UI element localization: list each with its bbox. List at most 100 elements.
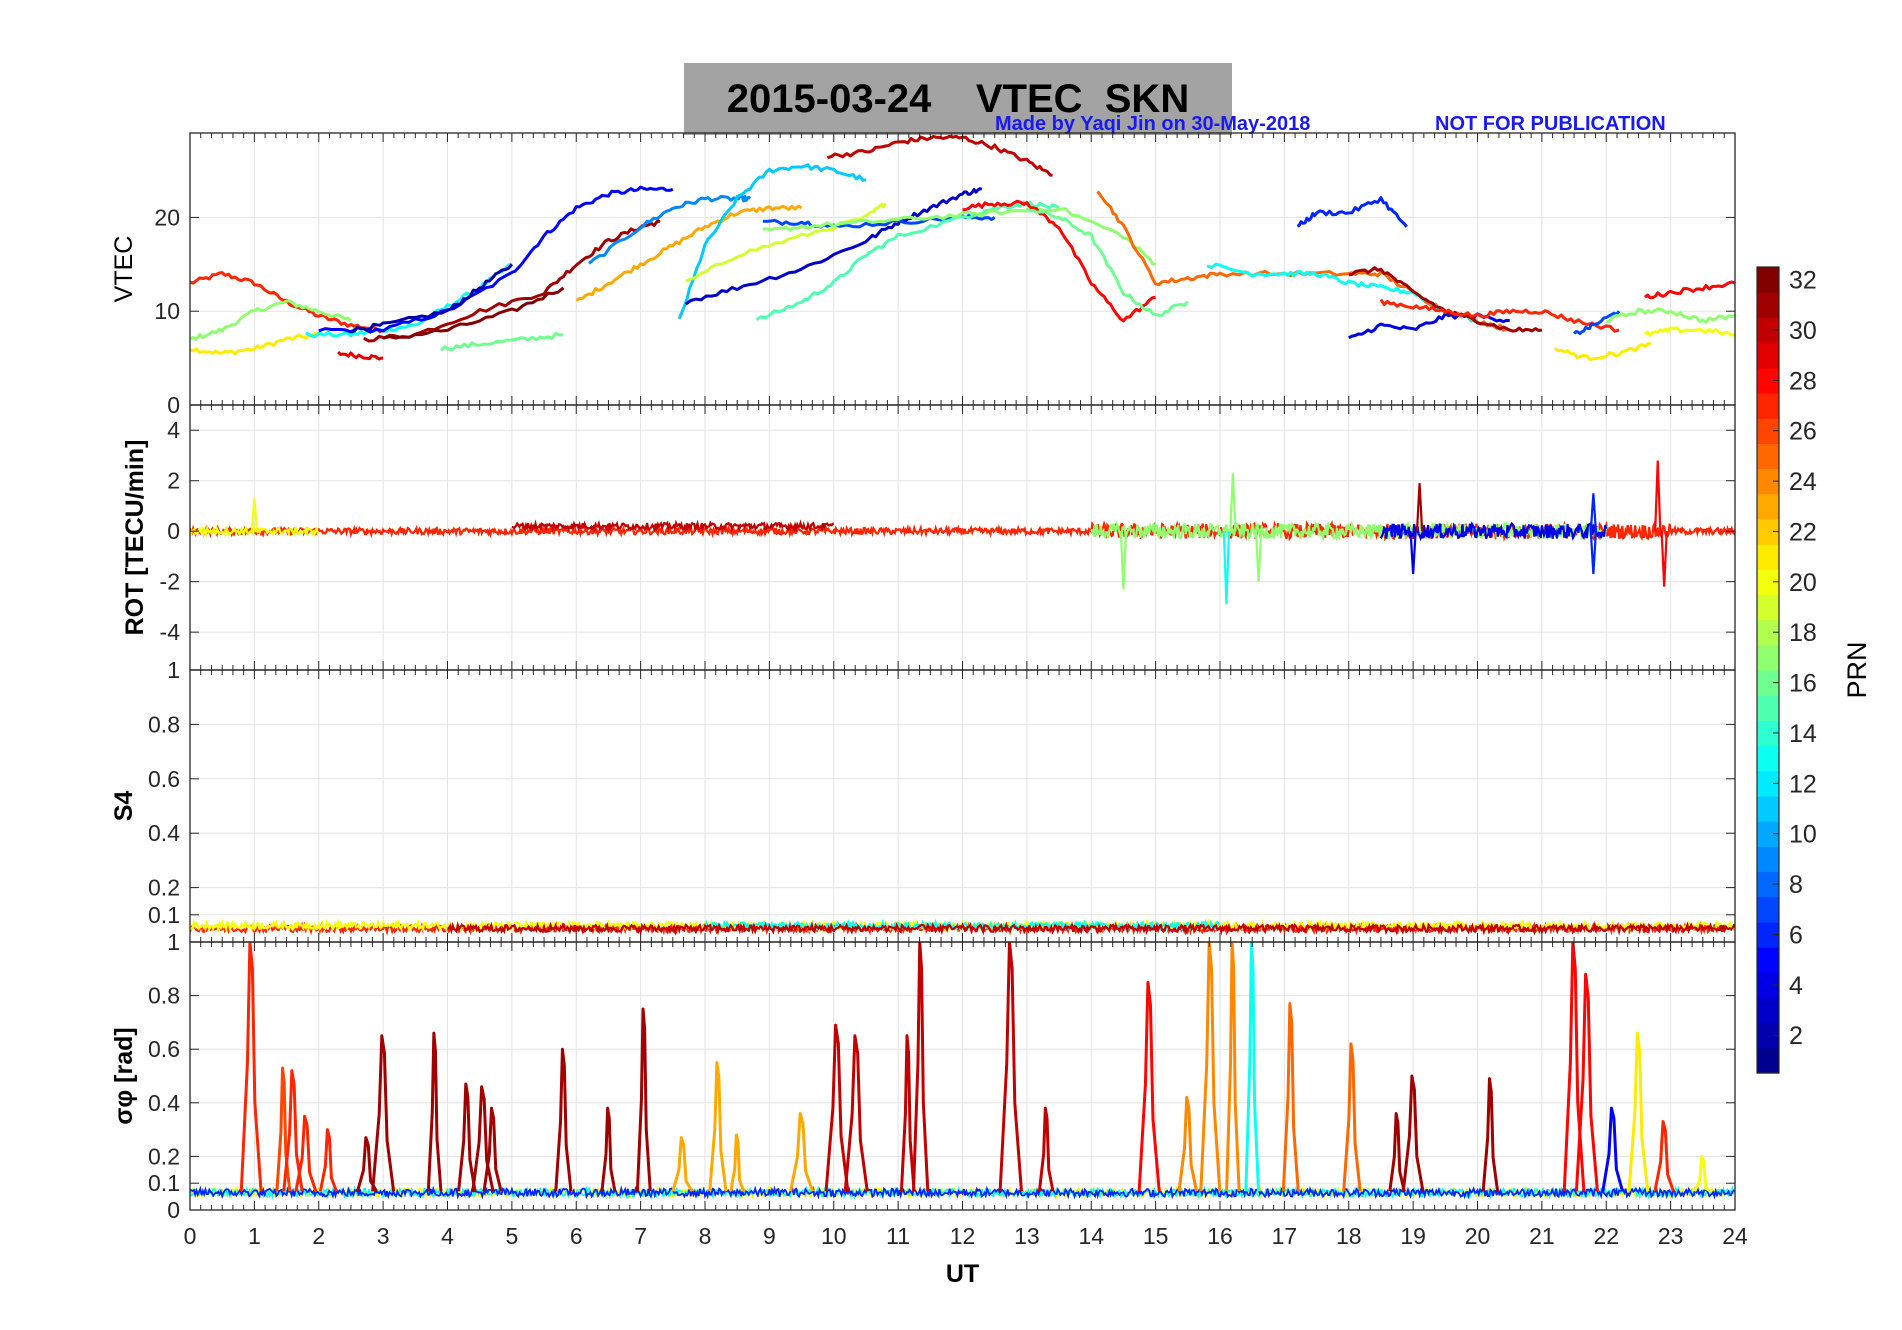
x-tick-label: 21	[1529, 1223, 1555, 1249]
colorbar-segment	[1757, 342, 1779, 369]
series-line	[1643, 280, 1735, 300]
plot-area-vtec	[190, 134, 1735, 362]
x-tick-label: 18	[1336, 1223, 1362, 1249]
peak-mark	[824, 1023, 850, 1192]
plot-area-rot	[190, 460, 1735, 605]
figure-title: 2015-03-24 VTEC SKN	[684, 63, 1232, 135]
y-axis-label: VTEC	[110, 236, 138, 303]
colorbar-tick-label: 22	[1789, 518, 1817, 546]
x-tick-label: 4	[441, 1223, 454, 1249]
series-line	[1296, 196, 1408, 228]
colorbar-segment	[1757, 997, 1779, 1024]
series-line	[305, 262, 513, 339]
peak-mark	[1401, 1074, 1425, 1192]
spike-mark	[1229, 473, 1237, 532]
colorbar-tick-label: 10	[1789, 821, 1817, 849]
peak-mark	[1342, 1042, 1362, 1192]
colorbar-segment	[1757, 1047, 1779, 1074]
x-tick-label: 24	[1722, 1223, 1748, 1249]
y-tick-label: 0	[167, 518, 180, 544]
y-tick-label: -2	[160, 569, 180, 595]
peak-mark	[911, 942, 930, 1192]
peak-mark	[789, 1112, 814, 1192]
colorbar-segment	[1757, 317, 1779, 344]
series-line	[826, 134, 1053, 177]
colorbar-segment	[1757, 695, 1779, 721]
spike-mark	[1589, 493, 1598, 532]
series-line	[511, 519, 835, 534]
colorbar-segment	[1757, 594, 1779, 621]
y-tick-label: 4	[167, 417, 180, 443]
series-line	[382, 286, 565, 340]
peak-mark	[1199, 942, 1222, 1192]
peak-mark	[482, 1106, 503, 1192]
colorbar-segment	[1757, 493, 1779, 520]
x-tick-label: 11	[886, 1223, 910, 1249]
panel-s4: 0.10.2 0.4 0.6 0.8 1 S4	[110, 657, 1736, 943]
x-tick-label: 9	[763, 1223, 776, 1249]
colorbar-segment	[1757, 795, 1779, 822]
plot-area-s4	[190, 918, 1735, 936]
y-axis-label: S4	[110, 791, 138, 822]
peak-mark	[294, 1114, 318, 1192]
spike-mark	[1660, 531, 1668, 587]
spike-mark	[1415, 483, 1424, 532]
peak-mark	[356, 1136, 378, 1192]
colorbar-segment	[1757, 619, 1779, 646]
series-line	[1025, 206, 1189, 317]
x-tick-label: 16	[1207, 1223, 1233, 1249]
series-line	[363, 219, 661, 343]
peak-mark	[899, 1034, 916, 1192]
peak-mark	[282, 1069, 304, 1192]
colorbar-segment	[1757, 468, 1779, 495]
series-line	[1573, 310, 1621, 336]
y-tick-label: 0.1	[148, 1170, 180, 1196]
series-line	[440, 331, 564, 352]
colorbar-tick-label: 16	[1789, 670, 1817, 698]
colorbar-tick-label: 18	[1789, 619, 1817, 647]
peak-mark	[1601, 1106, 1625, 1192]
peak-mark	[1281, 1002, 1300, 1192]
spike-mark	[1654, 460, 1662, 532]
colorbar-segment	[1757, 947, 1779, 973]
x-tick-label: 23	[1658, 1223, 1684, 1249]
colorbar-tick-label: 8	[1789, 871, 1803, 899]
colorbar-segment	[1757, 644, 1779, 671]
colorbar-segment	[1757, 745, 1779, 772]
colorbar-tick-label: 24	[1789, 468, 1817, 496]
x-tick-label: 0	[184, 1223, 197, 1249]
colorbar-tick-label: 2	[1789, 1022, 1803, 1050]
colorbar-tick-label: 32	[1789, 267, 1817, 295]
colorbar-segment	[1757, 921, 1779, 948]
y-tick-label: 2	[167, 468, 180, 494]
peak-mark	[1137, 980, 1161, 1192]
series-line	[962, 199, 1156, 323]
series-line	[1553, 342, 1652, 362]
panel-vtec: 0 10 20 VTEC	[110, 132, 1736, 418]
colorbar-segment	[1757, 720, 1779, 747]
colorbar-tick-label: 4	[1789, 972, 1803, 1000]
series-line	[318, 185, 674, 334]
x-tick-label: 8	[699, 1223, 712, 1249]
y-tick-label: 0	[167, 1197, 180, 1223]
y-tick-label: 0.4	[148, 820, 180, 846]
colorbar-segment	[1757, 518, 1779, 545]
peak-mark	[275, 1066, 292, 1192]
colorbar-segment	[1757, 544, 1779, 570]
y-tick-label: 0.2	[148, 1143, 180, 1169]
colorbar-segment	[1757, 871, 1779, 898]
x-tick-label: 12	[950, 1223, 976, 1249]
colorbar-tick-label: 20	[1789, 569, 1817, 597]
series-line	[1644, 326, 1735, 337]
y-tick-label: 1	[167, 929, 180, 955]
x-tick-label: 22	[1593, 1223, 1619, 1249]
y-tick-label: -4	[160, 619, 181, 645]
peak-mark	[1225, 942, 1241, 1192]
peak-mark	[708, 1061, 728, 1192]
series-line	[762, 207, 1156, 266]
y-axis-label: ROT [TECU/min]	[121, 440, 149, 636]
x-tick-label: 10	[821, 1223, 847, 1249]
spike-mark	[1589, 531, 1598, 575]
